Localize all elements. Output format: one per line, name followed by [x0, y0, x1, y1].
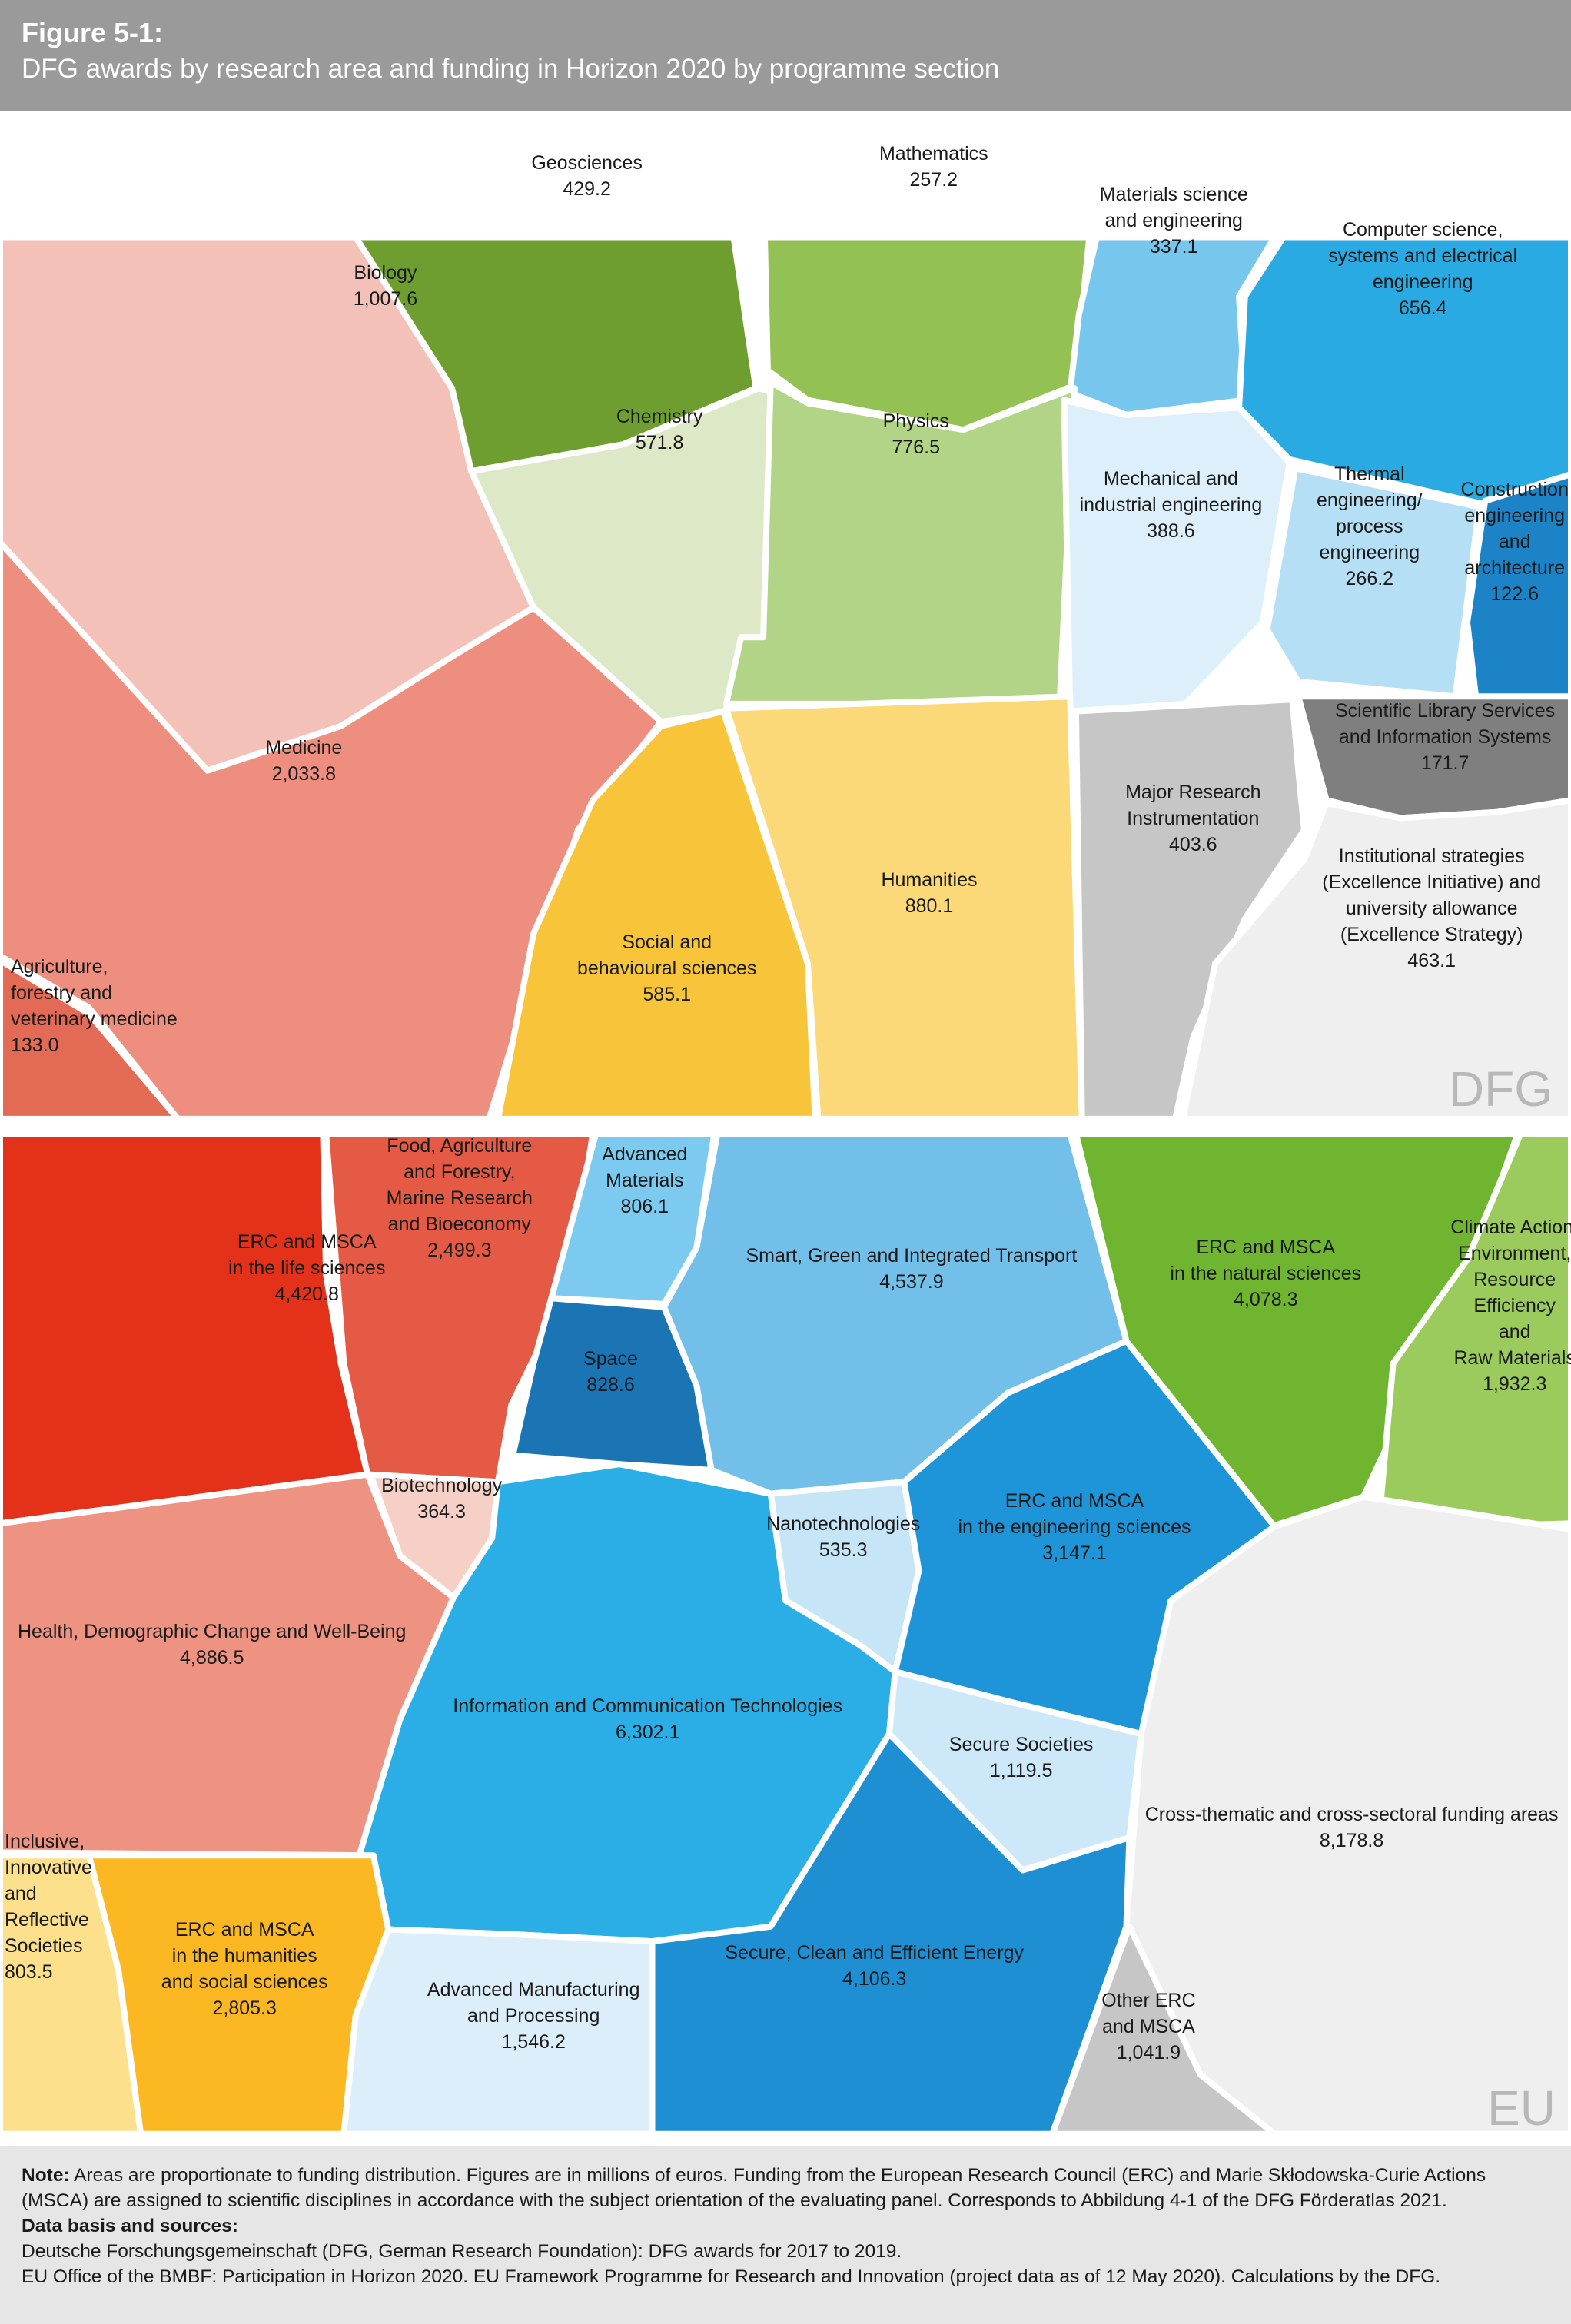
source-dfg: Deutsche Forschungsgemeinschaft (DFG, Ge…	[22, 2241, 902, 2262]
dfg-cell-label-4: Computer science, systems and electrical e…	[1328, 219, 1517, 319]
dfg-cell-7	[1061, 397, 1293, 715]
dfg-cell-label-3: Materials science and engineering 337.1	[1100, 184, 1248, 257]
eu-cell-label-7: Biotechnology 364.3	[381, 1475, 503, 1522]
dfg-cell-label-10: Medicine 2,033.8	[265, 737, 342, 785]
eu-cell-label-0: ERC and MSCA in the life sciences 4,420.8	[228, 1231, 385, 1305]
figure-number: Figure 5-1:	[22, 17, 164, 48]
eu-cell-label-13: Cross-thematic and cross-sectoral fundin…	[1145, 1804, 1559, 1851]
dfg-cell-8	[1264, 465, 1483, 700]
eu-cell-16	[340, 1926, 656, 2137]
sources-label: Data basis and sources:	[22, 2216, 238, 2236]
dfg-cell-13	[1072, 696, 1307, 1122]
eu-cell-label-6: Space 828.6	[583, 1348, 638, 1396]
eu-cell-label-16: Advanced Manufacturing and Processing 1,54…	[427, 1979, 640, 2053]
note-label: Note:	[22, 2165, 70, 2186]
eu-cell-label-15: ERC and MSCA in the humanities and social …	[161, 1919, 328, 2019]
eu-treemap-panel: ERC and MSCA in the life sciences 4,420.8 F…	[0, 1130, 1571, 2141]
dfg-cell-label-9: Construction engineering and architecture 12…	[1461, 479, 1569, 605]
eu-cell-label-10: Health, Demographic Change and Well-Bein…	[18, 1621, 406, 1668]
dfg-cell-label-2: Mathematics 257.2	[879, 143, 988, 191]
eu-cell-label-12: Secure Societies 1,119.5	[949, 1734, 1094, 1781]
dfg-cell-label-1: Geosciences 429.2	[531, 152, 643, 200]
dfg-treemap: Biology 1,007.6 Geosciences 429.2 Mathematic…	[0, 143, 1571, 1122]
dfg-cell-label-6: Physics 776.5	[883, 410, 949, 458]
eu-cell-label-18: Other ERC and MSCA 1,041.9	[1101, 1990, 1195, 2063]
dfg-cell-3	[1067, 234, 1278, 418]
dfg-cell-label-15: Institutional strategies (Excellence Init…	[1322, 845, 1541, 971]
figure-header: Figure 5-1: DFG awards by research area …	[0, 0, 1571, 111]
dfg-cell-label-8: Thermal engineering/process engineering 266…	[1317, 463, 1423, 589]
dfg-cell-label-0: Biology 1,007.6	[354, 262, 417, 310]
dfg-cell-label-13: Major Research Instrumentation 403.6	[1125, 782, 1260, 855]
eu-cell-label-9: ERC and MSCA in the engineering sciences 3…	[958, 1490, 1191, 1564]
source-eu: EU Office of the BMBF: Participation in …	[22, 2266, 1441, 2287]
dfg-cell-label-16: Agriculture, forestry and veterinary medic…	[11, 956, 178, 1056]
eu-cell-label-2: Advanced Materials 806.1	[602, 1144, 687, 1217]
eu-cell-6	[510, 1295, 715, 1473]
figure-footer: Note: Areas are proportionate to funding…	[0, 2146, 1571, 2324]
eu-treemap: ERC and MSCA in the life sciences 4,420.8F…	[0, 1130, 1571, 2137]
dfg-cell-16	[0, 957, 181, 1122]
dfg-cell-4	[1236, 234, 1571, 507]
eu-panel-tag: EU	[1487, 2080, 1556, 2136]
eu-cell-label-17: Secure, Clean and Efficient Energy 4,106.…	[725, 1942, 1024, 1990]
figure-title: DFG awards by research area and funding …	[22, 54, 1000, 84]
eu-cell-label-4: ERC and MSCA in the natural sciences 4,078…	[1170, 1237, 1361, 1310]
dfg-cell-label-5: Chemistry 571.8	[616, 406, 703, 453]
eu-cell-17	[649, 1731, 1133, 2137]
eu-cell-label-1: Food, Agriculture and Forestry, Marine Res…	[387, 1135, 533, 1261]
eu-cell-0	[0, 1130, 371, 1527]
eu-cell-18	[1049, 1923, 1278, 2137]
note-text: Areas are proportionate to funding distr…	[22, 2165, 1486, 2211]
dfg-cell-label-14: Scientific Library Services and Informati…	[1335, 700, 1555, 774]
eu-cell-label-11: Information and Communication Technologi…	[453, 1695, 842, 1743]
dfg-cell-label-11: Social and behavioural sciences 585.1	[577, 931, 756, 1005]
eu-cell-label-3: Smart, Green and Integrated Transport 4,5…	[746, 1245, 1078, 1293]
dfg-cell-11	[494, 708, 819, 1122]
dfg-cell-label-12: Humanities 880.1	[881, 869, 977, 917]
dfg-cell-15	[1179, 797, 1571, 1122]
eu-cell-label-5: Climate Action, Environment, Resource Effic…	[1450, 1217, 1571, 1395]
dfg-treemap-panel: Biology 1,007.6 Geosciences 429.2 Mathematic…	[0, 117, 1571, 1122]
dfg-panel-tag: DFG	[1448, 1061, 1553, 1117]
dfg-cell-12	[722, 693, 1085, 1122]
dfg-cell-label-7: Mechanical and industrial engineering 388.…	[1080, 468, 1263, 542]
note-paragraph: Note: Areas are proportionate to funding…	[22, 2163, 1553, 2213]
eu-cell-label-14: Inclusive, Innovative and Reflective Societi…	[5, 1831, 92, 1983]
eu-cell-15	[85, 1852, 392, 2137]
eu-cell-label-8: Nanotechnologies 535.3	[766, 1513, 920, 1561]
